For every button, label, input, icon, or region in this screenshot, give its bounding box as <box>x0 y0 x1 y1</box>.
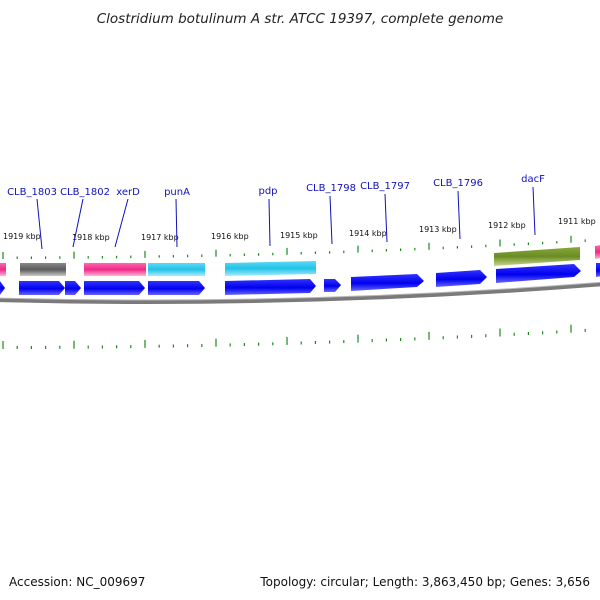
gene-label[interactable]: CLB_1798 <box>306 183 356 194</box>
leader-line <box>175 198 178 248</box>
cds-arrow[interactable] <box>225 279 316 295</box>
ruler-label: 1918 kbp <box>72 233 110 242</box>
leader-line <box>72 198 84 248</box>
cds-arrow[interactable] <box>0 281 5 295</box>
cds-arrow[interactable] <box>436 270 487 287</box>
ruler-label: 1913 kbp <box>419 225 457 234</box>
feature-pink-edge-right[interactable] <box>595 245 600 259</box>
ruler-label: 1914 kbp <box>349 229 387 238</box>
leader-line <box>384 193 388 243</box>
gene-label[interactable]: pdp <box>258 186 277 197</box>
leader-line <box>114 198 129 248</box>
gene-label[interactable]: CLB_1802 <box>60 187 110 198</box>
ruler-label: 1915 kbp <box>280 231 318 240</box>
cds-arrow[interactable] <box>19 281 65 295</box>
feature-pink-edge[interactable] <box>0 263 6 276</box>
cds-arrow[interactable] <box>596 263 600 277</box>
cds-arrow[interactable] <box>65 281 81 295</box>
gene-label[interactable]: CLB_1803 <box>7 187 57 198</box>
gene-labels: CLB_1803 CLB_1802 xerD punA pdp CLB_1798… <box>7 174 545 198</box>
genome-backbone-highlight <box>0 281 600 301</box>
ruler-label: 1911 kbp <box>558 217 596 226</box>
gene-label[interactable]: CLB_1797 <box>360 181 410 192</box>
label-leaders <box>36 186 536 250</box>
ruler-labels: 1919 kbp 1918 kbp 1917 kbp 1916 kbp 1915… <box>3 217 596 242</box>
cds-arrow[interactable] <box>324 279 341 292</box>
genome-backbone <box>0 282 600 304</box>
feature-pink-xerD[interactable] <box>84 263 146 276</box>
feature-gray[interactable] <box>20 263 66 276</box>
cds-arrow[interactable] <box>84 281 145 295</box>
gene-label[interactable]: CLB_1796 <box>433 178 483 189</box>
accession-text: Accession: NC_009697 <box>9 575 145 589</box>
gene-label[interactable]: dacF <box>521 174 545 185</box>
leader-line <box>457 190 461 240</box>
leader-line <box>36 198 43 250</box>
feature-track-upper <box>0 245 600 276</box>
map-title: Clostridium botulinum A str. ATCC 19397,… <box>97 11 504 27</box>
leader-line <box>532 186 536 236</box>
outer-tick-row <box>2 235 586 259</box>
feature-olive-dacF[interactable] <box>494 247 580 266</box>
ruler-label: 1919 kbp <box>3 232 41 241</box>
cds-track-forward <box>0 263 600 295</box>
genome-summary-text: Topology: circular; Length: 3,863,450 bp… <box>259 575 590 589</box>
gene-label[interactable]: xerD <box>116 187 140 198</box>
ruler-label: 1916 kbp <box>211 232 249 241</box>
cds-arrow[interactable] <box>148 281 205 295</box>
inner-tick-row <box>2 324 586 349</box>
ruler-label: 1912 kbp <box>488 221 526 230</box>
gene-label[interactable]: punA <box>164 187 190 198</box>
leader-line <box>268 198 271 247</box>
feature-cyan-punA[interactable] <box>148 263 205 276</box>
leader-line <box>329 195 333 245</box>
feature-cyan-pdp[interactable] <box>225 261 316 276</box>
cds-arrow[interactable] <box>351 274 424 291</box>
ruler-label: 1917 kbp <box>141 233 179 242</box>
cds-arrow[interactable] <box>496 264 581 283</box>
